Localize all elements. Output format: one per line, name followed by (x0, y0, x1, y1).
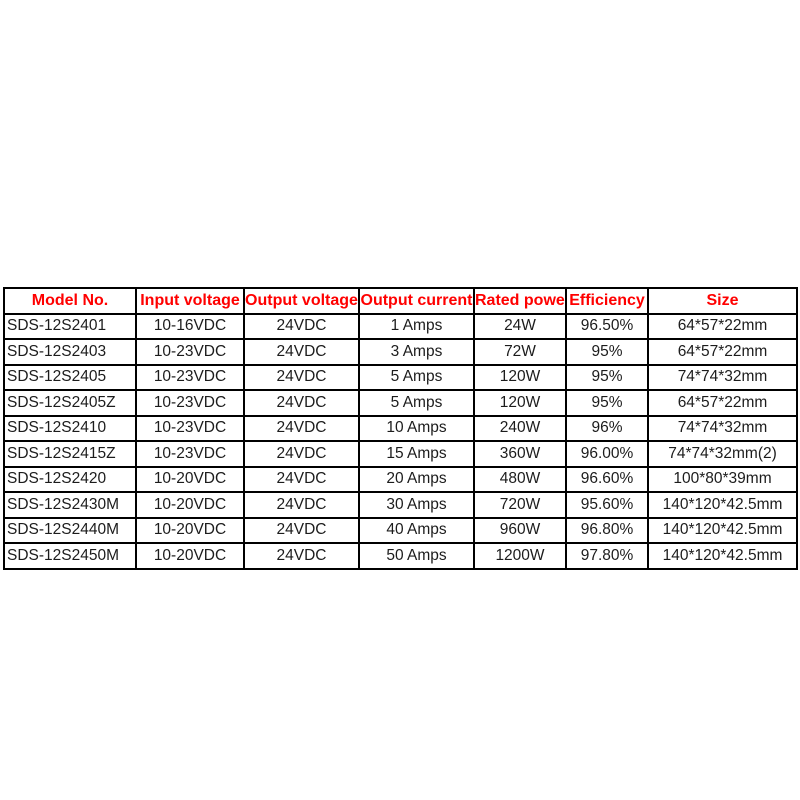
cell-output-current: 5 Amps (358, 363, 475, 391)
cell-input-voltage: 10-20VDC (135, 491, 245, 519)
cell-output-current: 40 Amps (358, 516, 475, 544)
cell-model-no: SDS-12S2405 (3, 363, 137, 391)
cell-input-voltage: 10-23VDC (135, 338, 245, 366)
cell-output-voltage: 24VDC (243, 414, 360, 442)
cell-output-current: 15 Amps (358, 440, 475, 468)
cell-input-voltage: 10-20VDC (135, 542, 245, 570)
table-row: SDS-12S2403 10-23VDC 24VDC 3 Amps 72W 95… (3, 338, 798, 366)
table-header-row: Model No. Input voltage Output voltage O… (3, 287, 798, 315)
cell-output-voltage: 24VDC (243, 312, 360, 340)
cell-efficiency: 96.50% (565, 312, 649, 340)
cell-output-voltage: 24VDC (243, 389, 360, 417)
cell-rated-power: 1200W (473, 542, 567, 570)
header-output-current: Output current (358, 287, 475, 315)
cell-rated-power: 120W (473, 363, 567, 391)
cell-output-current: 20 Amps (358, 465, 475, 493)
cell-model-no: SDS-12S2450M (3, 542, 137, 570)
cell-input-voltage: 10-16VDC (135, 312, 245, 340)
cell-input-voltage: 10-23VDC (135, 363, 245, 391)
cell-size: 140*120*42.5mm (647, 542, 798, 570)
cell-efficiency: 96% (565, 414, 649, 442)
cell-output-voltage: 24VDC (243, 542, 360, 570)
cell-efficiency: 96.60% (565, 465, 649, 493)
table-row: SDS-12S2440M 10-20VDC 24VDC 40 Amps 960W… (3, 516, 798, 544)
cell-rated-power: 360W (473, 440, 567, 468)
cell-input-voltage: 10-23VDC (135, 414, 245, 442)
cell-efficiency: 95% (565, 363, 649, 391)
spec-table: Model No. Input voltage Output voltage O… (3, 287, 798, 570)
cell-efficiency: 95% (565, 389, 649, 417)
cell-model-no: SDS-12S2440M (3, 516, 137, 544)
cell-output-current: 3 Amps (358, 338, 475, 366)
header-model-no: Model No. (3, 287, 137, 315)
cell-model-no: SDS-12S2410 (3, 414, 137, 442)
cell-efficiency: 95.60% (565, 491, 649, 519)
table-row: SDS-12S2405Z 10-23VDC 24VDC 5 Amps 120W … (3, 389, 798, 417)
cell-output-voltage: 24VDC (243, 465, 360, 493)
cell-model-no: SDS-12S2420 (3, 465, 137, 493)
cell-size: 64*57*22mm (647, 338, 798, 366)
table-row: SDS-12S2430M 10-20VDC 24VDC 30 Amps 720W… (3, 491, 798, 519)
cell-rated-power: 240W (473, 414, 567, 442)
cell-output-voltage: 24VDC (243, 491, 360, 519)
cell-size: 64*57*22mm (647, 312, 798, 340)
cell-rated-power: 24W (473, 312, 567, 340)
cell-efficiency: 96.80% (565, 516, 649, 544)
cell-size: 140*120*42.5mm (647, 491, 798, 519)
table-row: SDS-12S2410 10-23VDC 24VDC 10 Amps 240W … (3, 414, 798, 442)
cell-rated-power: 72W (473, 338, 567, 366)
table-row: SDS-12S2415Z 10-23VDC 24VDC 15 Amps 360W… (3, 440, 798, 468)
cell-output-voltage: 24VDC (243, 338, 360, 366)
cell-rated-power: 960W (473, 516, 567, 544)
table-row: SDS-12S2450M 10-20VDC 24VDC 50 Amps 1200… (3, 542, 798, 570)
header-input-voltage: Input voltage (135, 287, 245, 315)
header-output-voltage: Output voltage (243, 287, 360, 315)
cell-model-no: SDS-12S2403 (3, 338, 137, 366)
cell-output-current: 1 Amps (358, 312, 475, 340)
cell-output-current: 50 Amps (358, 542, 475, 570)
cell-size: 74*74*32mm(2) (647, 440, 798, 468)
table-row: SDS-12S2420 10-20VDC 24VDC 20 Amps 480W … (3, 465, 798, 493)
cell-output-voltage: 24VDC (243, 363, 360, 391)
table-row: SDS-12S2401 10-16VDC 24VDC 1 Amps 24W 96… (3, 312, 798, 340)
cell-size: 100*80*39mm (647, 465, 798, 493)
cell-model-no: SDS-12S2405Z (3, 389, 137, 417)
table-row: SDS-12S2405 10-23VDC 24VDC 5 Amps 120W 9… (3, 363, 798, 391)
cell-size: 74*74*32mm (647, 363, 798, 391)
cell-size: 64*57*22mm (647, 389, 798, 417)
cell-input-voltage: 10-23VDC (135, 389, 245, 417)
cell-output-current: 10 Amps (358, 414, 475, 442)
cell-model-no: SDS-12S2415Z (3, 440, 137, 468)
cell-model-no: SDS-12S2430M (3, 491, 137, 519)
cell-output-current: 5 Amps (358, 389, 475, 417)
cell-rated-power: 720W (473, 491, 567, 519)
cell-efficiency: 96.00% (565, 440, 649, 468)
cell-model-no: SDS-12S2401 (3, 312, 137, 340)
cell-efficiency: 97.80% (565, 542, 649, 570)
cell-rated-power: 120W (473, 389, 567, 417)
header-rated-power: Rated power (473, 287, 567, 315)
cell-input-voltage: 10-23VDC (135, 440, 245, 468)
header-efficiency: Efficiency (565, 287, 649, 315)
cell-rated-power: 480W (473, 465, 567, 493)
cell-input-voltage: 10-20VDC (135, 465, 245, 493)
cell-output-current: 30 Amps (358, 491, 475, 519)
cell-output-voltage: 24VDC (243, 516, 360, 544)
cell-size: 140*120*42.5mm (647, 516, 798, 544)
header-size: Size (647, 287, 798, 315)
cell-output-voltage: 24VDC (243, 440, 360, 468)
cell-input-voltage: 10-20VDC (135, 516, 245, 544)
cell-efficiency: 95% (565, 338, 649, 366)
cell-size: 74*74*32mm (647, 414, 798, 442)
